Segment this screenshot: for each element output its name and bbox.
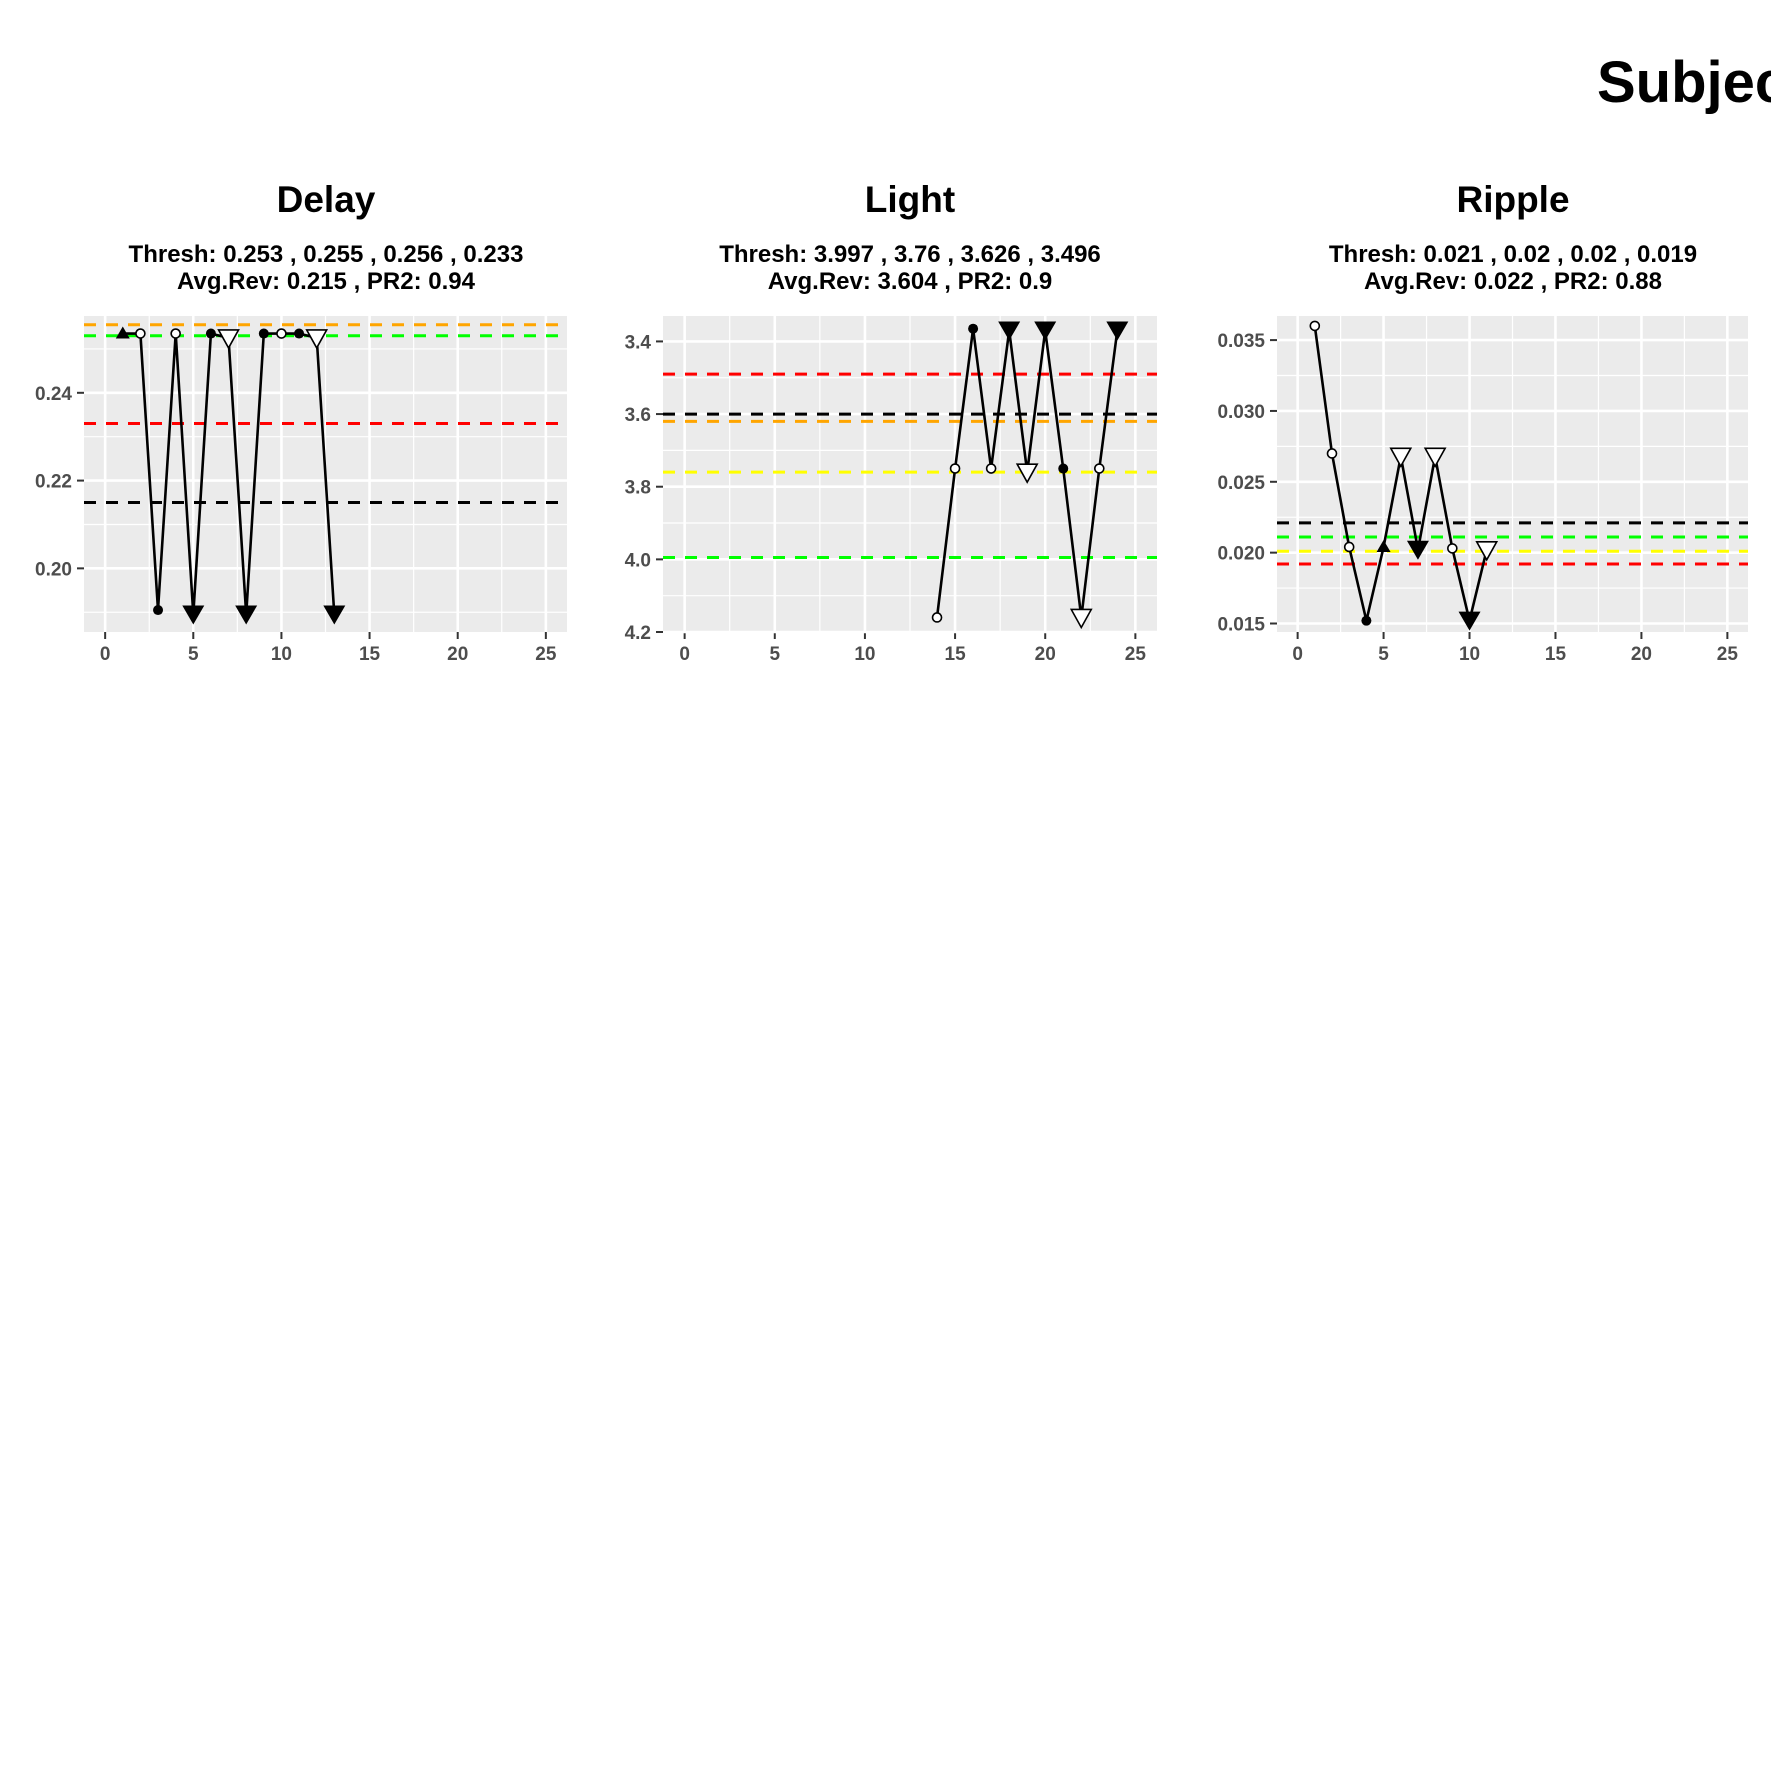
panel-avgrev-line: Avg.Rev: 3.604 , PR2: 0.9: [768, 268, 1053, 295]
x-tick-label: 15: [1545, 644, 1567, 665]
x-tick-label: 0: [1292, 644, 1303, 665]
y-tick-label: 0.015: [1217, 614, 1265, 635]
data-point-open-triangle-down: [1069, 608, 1093, 630]
data-point-filled-circle: [968, 323, 979, 334]
data-point-filled-triangle-down: [1406, 540, 1429, 560]
x-tick-label: 25: [1717, 644, 1739, 665]
y-tick-label: 0.22: [35, 472, 72, 493]
data-point-open-circle: [1326, 448, 1338, 459]
data-point-open-circle: [170, 328, 181, 339]
data-point-open-circle: [931, 612, 943, 623]
x-tick-label: 5: [188, 644, 199, 665]
data-point-filled-triangle-down: [998, 321, 1021, 341]
data-point-open-triangle-down: [217, 329, 240, 350]
y-tick-label: 4.0: [625, 550, 651, 571]
data-point-filled-circle: [205, 328, 216, 339]
panel-0: Delay Thresh: 0.253 , 0.255 , 0.256 , 0.2…: [35, 179, 567, 665]
data-point-filled-circle: [1058, 463, 1069, 474]
data-point-open-circle: [1447, 543, 1458, 554]
data-point-open-circle: [949, 463, 961, 474]
x-tick-label: 25: [535, 644, 557, 665]
x-tick-label: 20: [1631, 644, 1652, 665]
panel-1: Light Thresh: 3.997 , 3.76 , 3.626 , 3.49…: [625, 179, 1157, 665]
data-point-filled-circle: [153, 605, 164, 616]
y-tick-label: 0.020: [1217, 544, 1265, 565]
y-tick-label: 3.6: [625, 405, 651, 426]
y-tick-label: 0.025: [1217, 473, 1265, 494]
x-tick-label: 15: [945, 644, 967, 665]
data-point-open-triangle-down: [1389, 447, 1413, 468]
data-point-open-circle: [135, 328, 146, 339]
x-tick-label: 20: [1035, 644, 1056, 665]
x-tick-label: 0: [100, 644, 111, 665]
data-point-open-circle: [1309, 320, 1321, 332]
x-tick-label: 20: [447, 644, 468, 665]
data-point-filled-triangle-down: [1458, 611, 1481, 631]
data-point-filled-triangle-down: [323, 605, 346, 625]
data-point-filled-triangle-down: [1106, 321, 1129, 341]
data-point-open-triangle-down: [1423, 447, 1447, 468]
data-point-open-triangle-down: [305, 329, 329, 350]
x-tick-label: 10: [854, 644, 875, 665]
panel-title: Light: [865, 179, 955, 220]
panel-title: Delay: [277, 179, 376, 220]
x-tick-label: 15: [359, 644, 381, 665]
panel-thresh-line: Thresh: 0.021 , 0.02 , 0.02 , 0.019: [1329, 241, 1697, 268]
data-point-filled-triangle-down: [182, 605, 205, 625]
panel-thresh-line: Thresh: 0.253 , 0.255 , 0.256 , 0.233: [129, 241, 524, 268]
y-tick-label: 0.20: [35, 559, 72, 580]
data-point-filled-triangle-up: [115, 326, 130, 339]
panel-avgrev-line: Avg.Rev: 0.215 , PR2: 0.94: [177, 268, 476, 295]
data-point-open-circle: [1343, 541, 1355, 553]
main-title: Subjec: [1597, 50, 1771, 115]
panel-title: Ripple: [1456, 179, 1569, 220]
x-tick-label: 5: [1378, 644, 1389, 665]
data-point-open-circle: [1094, 463, 1105, 474]
y-tick-label: 3.8: [625, 478, 651, 499]
y-tick-label: 4.2: [625, 623, 651, 644]
y-tick-label: 0.035: [1217, 331, 1265, 352]
data-point-filled-circle: [1361, 615, 1372, 626]
x-tick-label: 0: [679, 644, 690, 665]
data-point-filled-triangle-down: [1034, 321, 1057, 341]
y-tick-label: 0.030: [1217, 402, 1265, 423]
data-point-open-triangle-down: [1475, 541, 1499, 562]
data-point-open-circle: [985, 463, 997, 474]
y-tick-label: 0.24: [35, 384, 72, 405]
data-point-filled-circle: [258, 328, 269, 339]
panel-avgrev-line: Avg.Rev: 0.022 , PR2: 0.88: [1364, 268, 1662, 295]
x-tick-label: 10: [1459, 644, 1480, 665]
data-point-open-circle: [276, 328, 287, 339]
data-point-filled-circle: [294, 328, 305, 339]
x-tick-label: 5: [769, 644, 780, 665]
data-point-filled-triangle-down: [235, 605, 258, 625]
data-point-open-triangle-down: [1015, 463, 1039, 484]
x-tick-label: 25: [1125, 644, 1147, 665]
x-tick-label: 10: [271, 644, 292, 665]
panel-thresh-line: Thresh: 3.997 , 3.76 , 3.626 , 3.496: [719, 241, 1101, 268]
data-point-filled-triangle-up: [1376, 539, 1391, 552]
panel-2: Ripple Thresh: 0.021 , 0.02 , 0.02 , 0.01…: [1217, 179, 1748, 665]
y-tick-label: 3.4: [625, 332, 652, 353]
panels: Delay Thresh: 0.253 , 0.255 , 0.256 , 0.2…: [35, 179, 1748, 665]
